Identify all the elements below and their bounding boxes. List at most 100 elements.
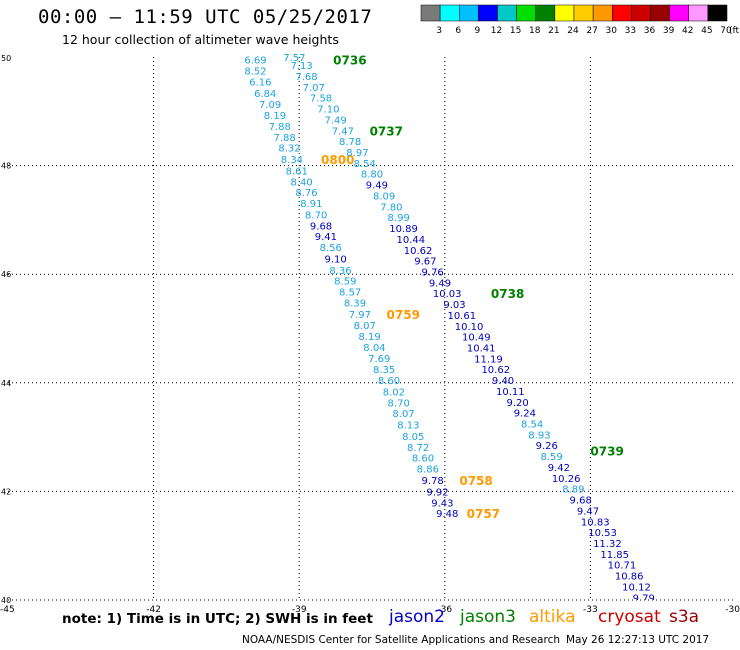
swh-value-point: 8.99 bbox=[388, 213, 410, 224]
swh-value-point: 9.79 bbox=[633, 593, 655, 604]
swh-value-point: 8.02 bbox=[383, 387, 405, 398]
swh-value-point: 9.49 bbox=[366, 181, 388, 192]
swh-value-point: 7.47 bbox=[332, 126, 354, 137]
swh-value-point: 8.07 bbox=[392, 409, 414, 420]
swh-value-point: 7.88 bbox=[269, 122, 291, 133]
colorbar-unit: (ft) bbox=[729, 26, 740, 36]
pass-time-label: 0739 bbox=[590, 445, 623, 459]
colorbar-swatch bbox=[612, 4, 632, 22]
swh-value-point: 7.88 bbox=[274, 133, 296, 144]
swh-value-point: 8.40 bbox=[290, 177, 312, 188]
swh-value-point: 10.62 bbox=[481, 365, 510, 376]
swh-value-point: 8.80 bbox=[361, 170, 383, 181]
swh-value-point: 8.19 bbox=[264, 111, 286, 122]
swh-value-point: 9.26 bbox=[536, 441, 558, 452]
mission-jason2: jason2 bbox=[389, 607, 445, 627]
mission-cryosat: cryosat bbox=[598, 607, 661, 627]
pass-time-label: 0738 bbox=[491, 287, 524, 301]
swh-value-point: 8.93 bbox=[528, 430, 550, 441]
swh-value-point: 8.39 bbox=[344, 298, 366, 309]
colorbar-label: 30 bbox=[606, 26, 618, 36]
page-title: 00:00 – 11:59 UTC 05/25/2017 bbox=[38, 6, 373, 28]
colorbar-label: 45 bbox=[701, 26, 712, 36]
swh-value-point: 6.16 bbox=[249, 77, 271, 88]
swh-value-point: 6.69 bbox=[244, 56, 266, 67]
swh-value-point: 7.80 bbox=[380, 202, 402, 213]
credit-line: NOAA/NESDIS Center for Satellite Applica… bbox=[242, 634, 560, 646]
colorbar-swatch bbox=[688, 4, 709, 22]
swh-value-point: 8.59 bbox=[540, 452, 562, 463]
colorbar-swatch bbox=[592, 4, 613, 22]
colorbar-label: 6 bbox=[455, 26, 461, 36]
x-tick-label: -36 bbox=[437, 605, 452, 615]
swh-value-point: 10.83 bbox=[581, 517, 610, 528]
swh-value-point: 9.42 bbox=[548, 463, 570, 474]
swh-value-point: 9.76 bbox=[422, 267, 444, 278]
swh-value-point: 9.10 bbox=[324, 254, 346, 265]
colorbar-label: 27 bbox=[586, 26, 597, 36]
swh-value-point: 8.86 bbox=[417, 465, 439, 476]
swh-value-point: 8.32 bbox=[278, 144, 300, 155]
swh-value-point: 9.43 bbox=[431, 498, 453, 509]
y-tick-label: 50 bbox=[1, 54, 11, 63]
colorbar-label: 15 bbox=[510, 26, 521, 36]
colorbar-label: 3 bbox=[436, 26, 442, 36]
colorbar-label: 21 bbox=[548, 26, 559, 36]
x-tick-label: -42 bbox=[146, 605, 161, 615]
colorbar-swatch bbox=[516, 4, 536, 22]
swh-value-point: 10.03 bbox=[433, 289, 462, 300]
x-tick-label: -30 bbox=[725, 605, 740, 615]
swh-value-point: 8.91 bbox=[300, 199, 322, 210]
generated-timestamp: May 26 12:27:13 UTC 2017 bbox=[566, 634, 710, 646]
y-tick-label: 48 bbox=[1, 162, 11, 171]
swh-value-point: 8.70 bbox=[305, 210, 327, 221]
colorbar-label: 9 bbox=[475, 26, 481, 36]
colorbar-label: 12 bbox=[491, 26, 502, 36]
swh-value-point: 10.61 bbox=[447, 311, 476, 322]
swh-value-point: 10.89 bbox=[389, 224, 418, 235]
swh-value-point: 7.49 bbox=[324, 115, 346, 126]
y-tick-label: 40 bbox=[1, 596, 11, 605]
swh-value-point: 7.07 bbox=[303, 83, 325, 94]
x-tick-label: -39 bbox=[292, 605, 307, 615]
swh-value-point: 7.58 bbox=[310, 94, 332, 105]
colorbar-label: 33 bbox=[625, 26, 636, 36]
swh-value-point: 9.68 bbox=[570, 496, 592, 507]
swh-value-point: 8.19 bbox=[358, 332, 380, 343]
colorbar-swatch bbox=[439, 4, 460, 22]
swh-value-point: 9.49 bbox=[429, 278, 451, 289]
swh-value-point: 7.09 bbox=[259, 100, 281, 111]
swh-value-point: 8.54 bbox=[521, 420, 543, 431]
pass-time-label: 0759 bbox=[387, 308, 420, 322]
swh-value-point: 9.68 bbox=[310, 221, 332, 232]
swh-value-point: 8.04 bbox=[363, 343, 385, 354]
colorbar-swatch bbox=[535, 4, 556, 22]
swh-value-point: 11.32 bbox=[593, 539, 622, 550]
swh-value-point: 8.78 bbox=[339, 137, 361, 148]
swh-value-point: 9.20 bbox=[506, 398, 528, 409]
colorbar-swatch bbox=[459, 4, 479, 22]
swh-value-point: 9.41 bbox=[315, 232, 337, 243]
colorbar-swatch bbox=[707, 4, 728, 22]
swh-value-point: 7.69 bbox=[368, 354, 390, 365]
swh-value-point: 7.68 bbox=[295, 72, 317, 83]
colorbar-label: 24 bbox=[567, 26, 579, 36]
pass-time-label: 0757 bbox=[467, 507, 500, 521]
swh-value-point: 10.44 bbox=[397, 235, 426, 246]
swh-value-point: 8.07 bbox=[354, 321, 376, 332]
swh-value-point: 8.61 bbox=[286, 166, 308, 177]
x-tick-label: -45 bbox=[0, 605, 15, 615]
swh-value-point: 8.34 bbox=[281, 155, 303, 166]
swh-value-point: 9.47 bbox=[577, 506, 599, 517]
colorbar-label: 36 bbox=[644, 26, 656, 36]
colorbar-swatch bbox=[420, 4, 441, 22]
colorbar-swatch bbox=[554, 4, 575, 22]
swh-value-point: 9.40 bbox=[492, 376, 514, 387]
swh-value-point: 8.56 bbox=[320, 243, 342, 254]
footer-note: note: 1) Time is in UTC; 2) SWH is in fe… bbox=[62, 611, 373, 627]
swh-value-point: 10.11 bbox=[496, 387, 525, 398]
pass-time-label: 0736 bbox=[333, 54, 366, 68]
swh-value-point: 9.92 bbox=[426, 487, 448, 498]
swh-value-point: 7.13 bbox=[290, 61, 312, 72]
